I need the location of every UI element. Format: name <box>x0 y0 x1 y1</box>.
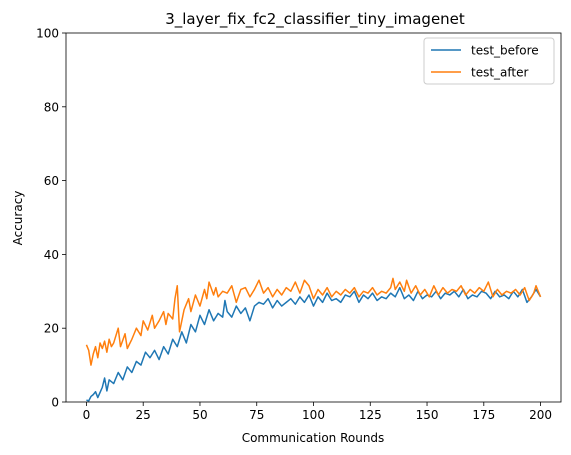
x-tick-label: 50 <box>192 408 207 422</box>
y-tick-label: 0 <box>51 396 59 410</box>
y-tick-label: 40 <box>44 248 59 262</box>
x-axis-label: Communication Rounds <box>242 431 385 445</box>
legend: test_before test_after <box>424 38 554 84</box>
y-axis-ticks: 0 20 40 60 80 100 <box>36 27 66 410</box>
y-tick-label: 60 <box>44 174 59 188</box>
series-line-test-before <box>86 288 540 401</box>
y-tick-label: 80 <box>44 100 59 114</box>
x-tick-label: 150 <box>416 408 439 422</box>
plot-frame <box>66 33 561 402</box>
x-axis-ticks: 0 25 50 75 100 125 150 175 200 <box>83 402 552 422</box>
y-axis-label: Accuracy <box>11 191 25 246</box>
x-tick-label: 125 <box>359 408 382 422</box>
legend-label-test-before: test_before <box>471 44 539 58</box>
x-tick-label: 25 <box>136 408 151 422</box>
x-tick-label: 100 <box>302 408 325 422</box>
x-tick-label: 0 <box>83 408 91 422</box>
series-line-test-after <box>86 278 540 365</box>
legend-label-test-after: test_after <box>471 66 529 80</box>
chart-title: 3_layer_fix_fc2_classifier_tiny_imagenet <box>165 10 465 29</box>
x-tick-label: 200 <box>529 408 552 422</box>
y-tick-label: 20 <box>44 322 59 336</box>
x-tick-label: 75 <box>249 408 264 422</box>
series-lines <box>86 278 540 401</box>
x-tick-label: 175 <box>472 408 495 422</box>
y-tick-label: 100 <box>36 27 59 41</box>
